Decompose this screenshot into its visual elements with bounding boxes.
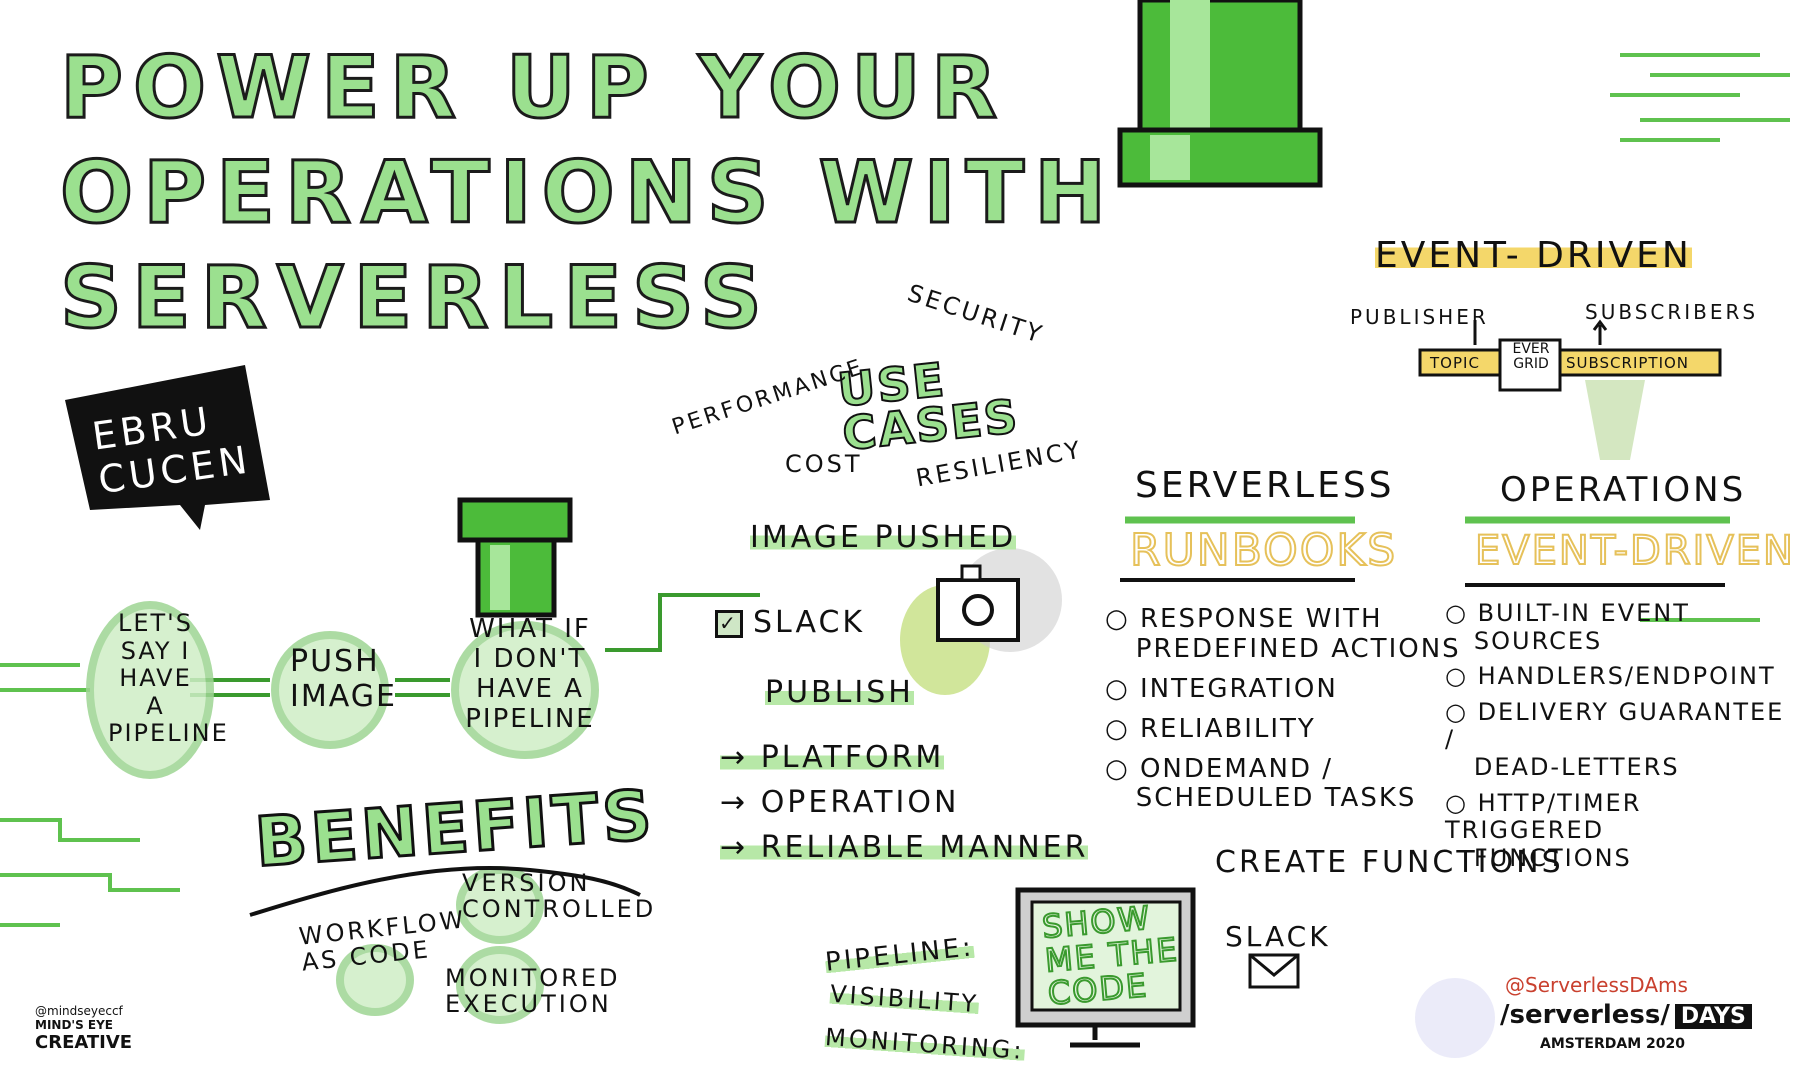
operation-label: → OPERATION — [720, 785, 959, 820]
arrow-icon: → — [720, 830, 761, 865]
circle3-line-3: HAVE A — [476, 673, 584, 704]
runbooks-item-text: PREDEFINED ACTIONS — [1135, 633, 1461, 664]
operations-item: ○ HTTP/TIMER TRIGGERED FUNCTIONS — [1445, 788, 1642, 872]
title-line-3: SERVERLESS — [59, 248, 772, 348]
artist-name-line-1: MIND'S EYE — [35, 1017, 113, 1032]
circle-what-if-text: WHAT IF I DON'T HAVE A PIPELINE — [455, 614, 605, 735]
arrow-icon: → — [720, 785, 761, 820]
runbooks-item-text: RESPONSE WITH — [1139, 604, 1383, 634]
operations-item-text: DEAD-LETTERS — [1473, 752, 1680, 781]
circle3-line-1: WHAT IF — [469, 614, 591, 644]
show-me-the-code: SHOW ME THE CODE — [1040, 898, 1183, 1014]
operations-item-text: HANDLERS/ENDPOINT — [1477, 662, 1776, 691]
circle3-line-4: PIPELINE — [465, 703, 595, 734]
runbooks-item-text: ONDEMAND / — [1139, 753, 1334, 784]
title-line-1: POWER UP YOUR — [58, 38, 1008, 138]
envelope-icon — [1248, 953, 1300, 989]
runbooks-item: ○ RELIABILITY — [1105, 713, 1316, 744]
artist-name-line-2: CREATIVE — [35, 1031, 133, 1053]
title-line-2: OPERATIONS WITH — [58, 143, 1117, 243]
runbooks-item: ○ INTEGRATION — [1105, 673, 1338, 704]
speech-bubble — [65, 365, 270, 530]
runbooks-item: ○ ONDEMAND / SCHEDULED TASKS — [1105, 753, 1417, 814]
operations-item: ○ BUILT-IN EVENT SOURCES — [1445, 599, 1690, 655]
operations-item: ○ HANDLERS/ENDPOINT — [1445, 662, 1776, 691]
event-handle: @ServerlessDAms — [1505, 973, 1688, 997]
benefit-monitored-line-1: MONITORED — [445, 964, 621, 992]
artist-credit: @mindseyeccf MIND'S EYE CREATIVE — [35, 1004, 133, 1053]
circle1-line-4: A — [146, 691, 165, 720]
operations-item-text: FUNCTIONS — [1473, 843, 1632, 872]
warp-pipe-top-icon — [1117, 0, 1323, 188]
subscription-label: SUBSCRIPTION — [1566, 354, 1690, 372]
platform-text: PLATFORM — [760, 740, 945, 775]
event-brand: /serverless/ — [1500, 1000, 1670, 1030]
runbooks-list: ○ RESPONSE WITH PREDEFINED ACTIONS ○ INT… — [1105, 604, 1461, 814]
runbooks-item-text: RELIABILITY — [1139, 713, 1316, 744]
runbooks-item-text: SCHEDULED TASKS — [1135, 783, 1417, 814]
event-brand-row: /serverless/ DAYS — [1500, 1000, 1752, 1030]
runbooks-item: ○ RESPONSE WITH PREDEFINED ACTIONS — [1105, 604, 1461, 664]
benefit-monitored-line-2: EXECUTION — [445, 990, 612, 1019]
operations-title: EVENT-DRIVEN — [1474, 527, 1795, 575]
operations-item-text: DELIVERY GUARANTEE / — [1445, 697, 1785, 754]
event-grid-box: EVER GRID — [1508, 341, 1554, 373]
subscribers-label: SUBSCRIBERS — [1585, 300, 1759, 324]
event-driven-title: EVENT- DRIVEN — [1375, 235, 1692, 276]
operations-item-text: SOURCES — [1473, 626, 1603, 655]
circle3-line-2: I DON'T — [473, 643, 587, 674]
operations-item: ○ DELIVERY GUARANTEE / DEAD-LETTERS — [1445, 697, 1785, 781]
event-grid-line-1: EVER — [1512, 341, 1550, 357]
publish-label: PUBLISH — [765, 675, 914, 710]
runbooks-heading: SERVERLESS — [1135, 465, 1395, 506]
reliable-manner-text: RELIABLE MANNER — [760, 830, 1089, 865]
slack-checkbox-row: ✓ SLACK — [715, 605, 865, 640]
event-days: DAYS — [1674, 1004, 1752, 1029]
circle2-line-1: PUSH — [290, 644, 380, 679]
mascot-icon — [1415, 978, 1495, 1058]
use-case-cost: COST — [785, 450, 863, 478]
circle1-line-2: SAY I — [120, 636, 191, 665]
event-grid-line-2: GRID — [1513, 356, 1549, 373]
benefit-monitored: MONITORED EXECUTION — [445, 965, 621, 1018]
operation-text: OPERATION — [760, 785, 960, 820]
slack-label: SLACK — [753, 605, 866, 640]
topic-label: TOPIC — [1430, 354, 1480, 372]
runbooks-item-text: INTEGRATION — [1139, 673, 1338, 704]
create-functions-label: CREATE FUNCTIONS — [1215, 845, 1564, 880]
operations-list: ○ BUILT-IN EVENT SOURCES ○ HANDLERS/ENDP… — [1445, 599, 1800, 872]
camera-icon — [936, 548, 1062, 652]
benefit-version-line-2: CONTROLLED — [462, 895, 657, 924]
operations-item-text: BUILT-IN EVENT — [1477, 599, 1690, 627]
circle2-line-2: IMAGE — [290, 678, 397, 714]
circle1-line-3: HAVE — [119, 664, 192, 693]
code-slack-label: SLACK — [1225, 920, 1331, 953]
benefit-version-line-1: VERSION — [462, 869, 591, 897]
reliable-manner-label: → RELIABLE MANNER — [720, 830, 1089, 865]
monitor-icon — [1015, 887, 1196, 1048]
runbooks-title: RUNBOOKS — [1129, 524, 1398, 577]
operations-heading: OPERATIONS — [1500, 470, 1747, 510]
circle1-line-5: PIPELINE — [108, 719, 229, 748]
circle1-line-1: LET'S — [117, 609, 194, 637]
benefit-version: VERSION CONTROLLED — [462, 870, 656, 923]
publisher-label: PUBLISHER — [1350, 305, 1489, 329]
image-pushed-label: IMAGE PUSHED — [750, 520, 1017, 555]
event-city: AMSTERDAM 2020 — [1540, 1036, 1685, 1052]
platform-label: → PLATFORM — [720, 740, 945, 775]
arrow-icon: → — [720, 740, 761, 775]
circle-lets-say-text: LET'S SAY I HAVE A PIPELINE — [108, 609, 229, 748]
warp-pipe-small-icon — [457, 497, 573, 618]
checkbox-icon: ✓ — [715, 609, 743, 638]
operations-item-text: HTTP/TIMER TRIGGERED — [1445, 788, 1642, 845]
circle-push-image-text: PUSH IMAGE — [290, 644, 397, 714]
artist-handle: @mindseyeccf — [35, 1004, 123, 1018]
